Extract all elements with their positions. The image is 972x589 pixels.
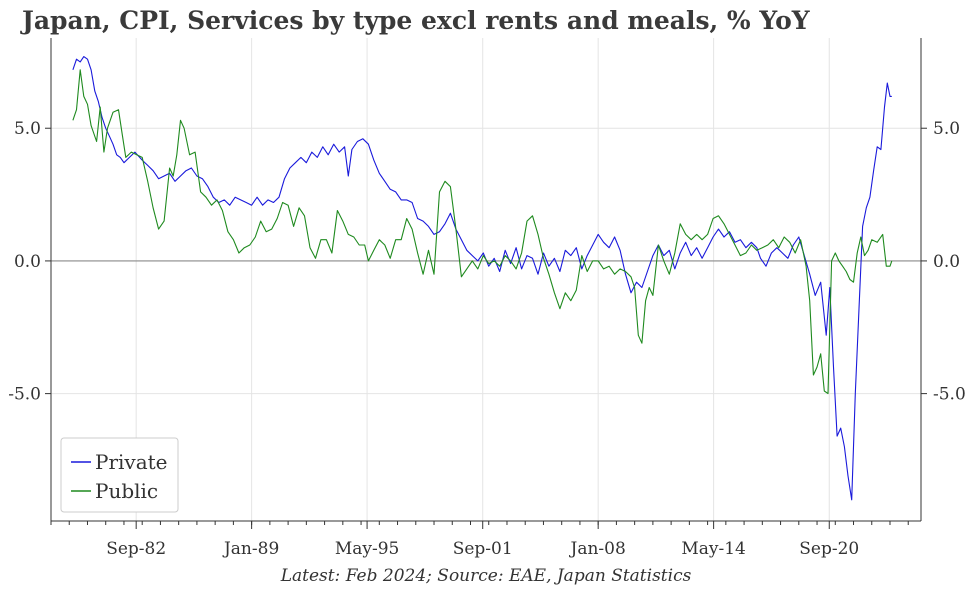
y-tick-label-left: -5.0 — [8, 385, 41, 405]
x-tick-label: May-14 — [681, 539, 746, 559]
series-lines — [72, 56, 893, 501]
legend-label-private: Private — [95, 450, 168, 474]
x-tick-label: May-95 — [335, 539, 400, 559]
series-line-public — [72, 69, 893, 395]
y-tick-label-left: 5.0 — [14, 119, 41, 139]
x-tick-label: Sep-01 — [453, 539, 513, 559]
chart-title: Japan, CPI, Services by type excl rents … — [22, 6, 810, 35]
y-tick-label-left: 0.0 — [14, 252, 41, 272]
legend-box — [60, 437, 179, 513]
x-tick-label: Jan-89 — [222, 539, 279, 559]
y-tick-label-right: -5.0 — [933, 385, 966, 405]
y-tick-label-right: 0.0 — [933, 252, 960, 272]
chart-footer: Latest: Feb 2024; Source: EAE, Japan Sta… — [280, 566, 692, 586]
grid-lines — [51, 38, 921, 521]
legend: Private Public — [60, 437, 179, 513]
x-tick-label: Sep-20 — [799, 539, 859, 559]
series-line-private — [72, 56, 892, 501]
x-tick-label: Sep-82 — [106, 539, 166, 559]
y-tick-label-right: 5.0 — [933, 119, 960, 139]
legend-label-public: Public — [95, 479, 158, 503]
x-tick-label: Jan-08 — [569, 539, 626, 559]
axes: Sep-82 Jan-89 May-95 Sep-01 Jan-08 May-14 Sep-… — [8, 38, 966, 559]
